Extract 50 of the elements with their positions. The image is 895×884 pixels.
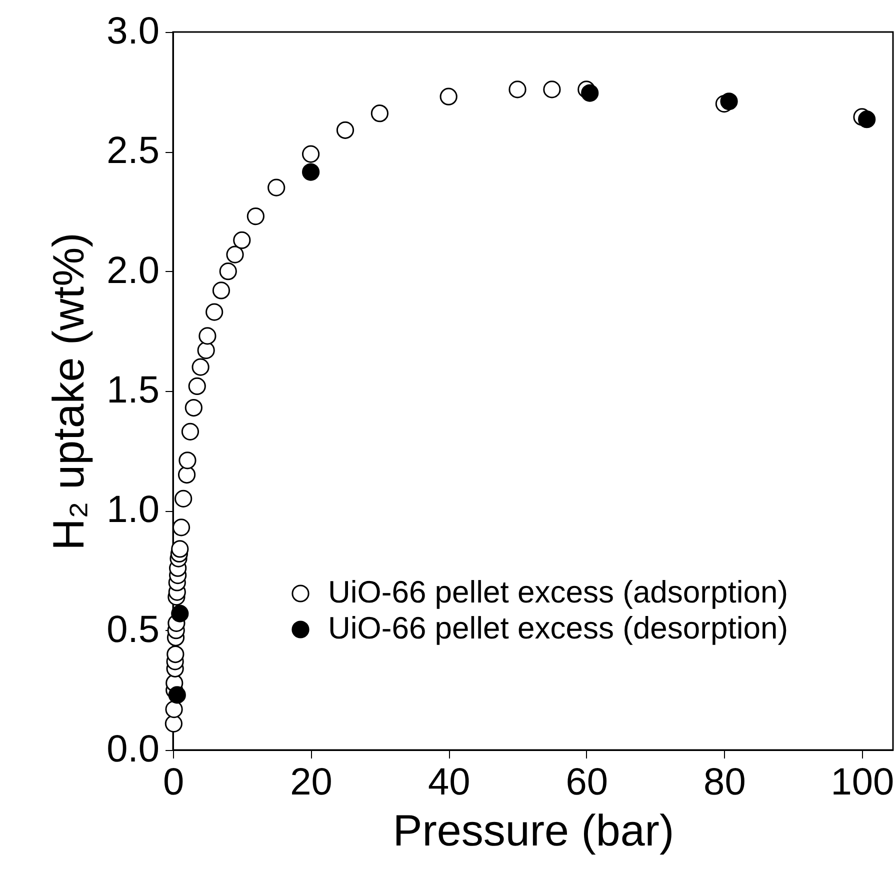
point [206, 303, 224, 321]
y-tick-label: 2.5 [106, 130, 160, 172]
point [178, 466, 196, 484]
point [226, 246, 244, 264]
legend-label: UiO-66 pellet excess (adsorption) [328, 574, 788, 610]
legend-label: UiO-66 pellet excess (desorption) [328, 610, 788, 646]
x-tick-label: 60 [566, 762, 608, 804]
point [302, 163, 320, 181]
point [197, 342, 215, 360]
point [165, 700, 183, 718]
x-tick-label: 0 [162, 762, 184, 804]
point [174, 490, 192, 508]
point [233, 231, 251, 250]
point [440, 88, 458, 106]
y-tick-label: 0.5 [106, 608, 160, 651]
point [581, 84, 599, 102]
y-axis-title: H₂ uptake (wt%) [44, 232, 94, 550]
point [198, 327, 216, 345]
point [212, 282, 230, 300]
point [302, 145, 320, 163]
x-tick-label: 100 [830, 762, 894, 804]
point [171, 604, 189, 622]
point [181, 422, 200, 440]
point [336, 121, 354, 139]
y-tick-label: 1.5 [106, 370, 160, 412]
y-tick-label: 0.0 [106, 728, 160, 770]
point [171, 540, 189, 558]
x-tick-label: 20 [290, 762, 332, 804]
point [219, 262, 237, 280]
point [164, 714, 182, 732]
point [178, 452, 196, 470]
point [168, 686, 186, 704]
point [508, 80, 526, 98]
point [370, 104, 389, 122]
point [192, 358, 210, 376]
point [246, 207, 264, 226]
point [188, 377, 206, 396]
point [720, 92, 738, 110]
point [172, 518, 190, 536]
point [543, 80, 561, 98]
y-tick-label: 1.0 [106, 489, 160, 532]
point [858, 110, 876, 128]
point [268, 178, 286, 196]
point [166, 645, 184, 664]
y-tick-label: 3.0 [106, 10, 160, 52]
x-axis-title: Pressure (bar) [392, 806, 674, 856]
x-tick-label: 80 [704, 762, 746, 804]
x-tick-label: 40 [428, 762, 470, 804]
point [184, 398, 202, 417]
y-tick-label: 2.0 [106, 250, 160, 292]
